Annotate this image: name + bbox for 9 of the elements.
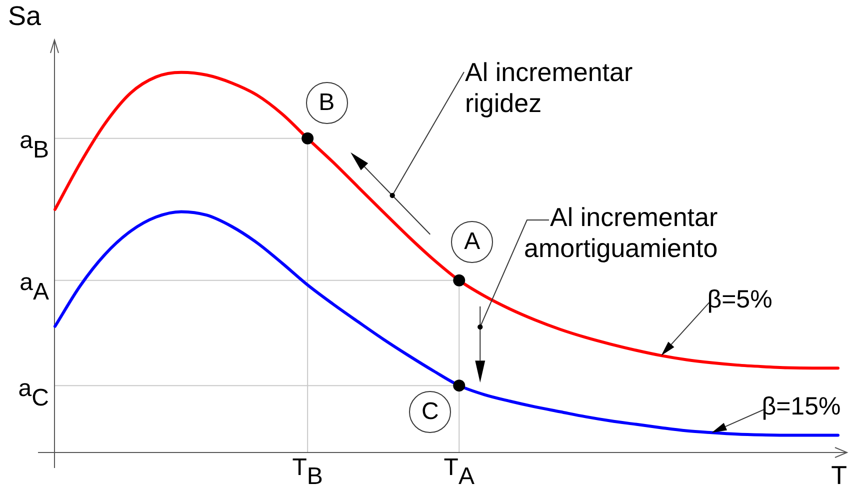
annotation: Al incrementar amortiguamiento	[524, 202, 719, 264]
annotation: B	[306, 82, 348, 124]
series-label: β=5%	[707, 285, 772, 314]
x-axis-title: T	[831, 460, 847, 490]
annotation: Al incrementar rigidez	[465, 56, 634, 118]
y-axis-title: Sa	[8, 1, 42, 32]
annotation: C	[409, 390, 452, 433]
annotation: A	[451, 221, 494, 264]
series-label: β=15%	[762, 392, 841, 421]
